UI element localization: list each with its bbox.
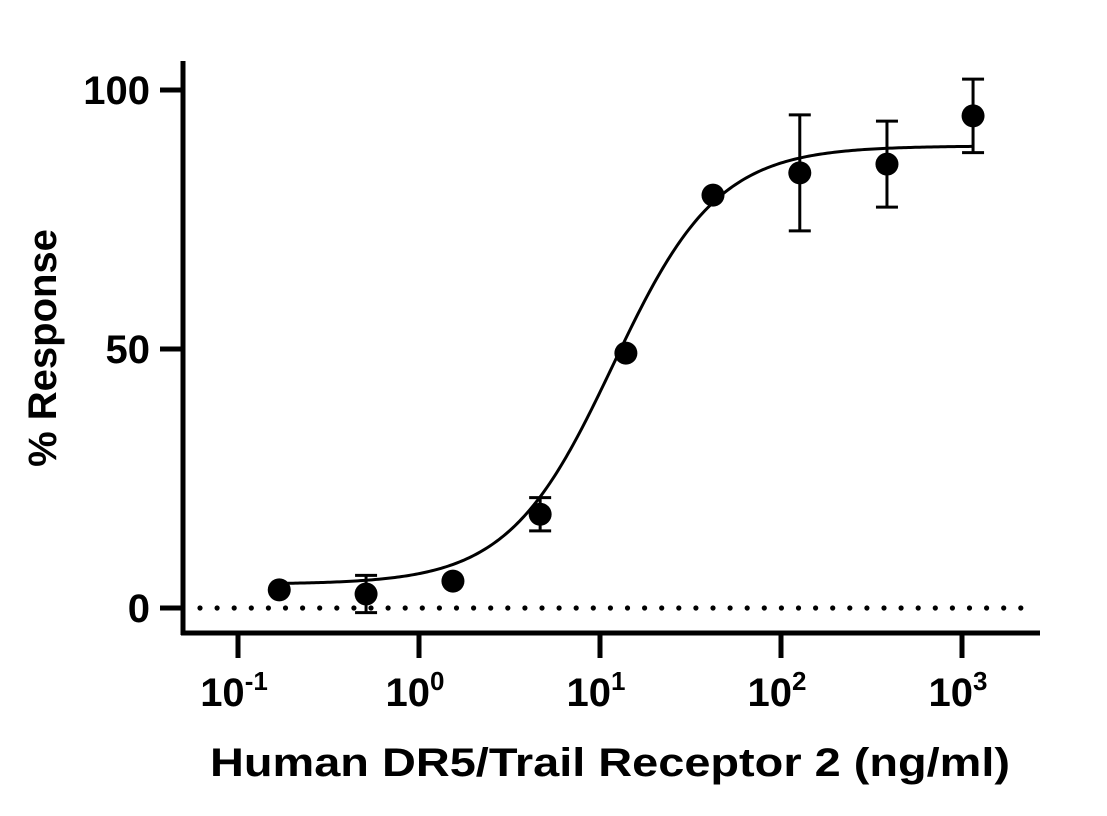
baseline-dot [385, 605, 391, 611]
data-point-marker [441, 569, 465, 593]
baseline-dot [590, 605, 596, 611]
baseline-dot [984, 605, 990, 611]
baseline-dot [368, 605, 374, 611]
baseline-dot [847, 605, 853, 611]
baseline-dot [830, 605, 836, 611]
baseline-dot [556, 605, 562, 611]
data-point-marker [875, 152, 899, 176]
baseline-dot [1001, 605, 1007, 611]
baseline-dot [642, 605, 648, 611]
baseline-dot [659, 605, 665, 611]
baseline-dot [471, 605, 477, 611]
baseline-dot [932, 605, 938, 611]
zero-baseline-dotted [197, 605, 1024, 611]
x-axis-ticks: 10-1 100 101 102 103 [200, 633, 987, 715]
x-axis-title: Human DR5/Trail Receptor 2 (ng/ml) [210, 741, 1010, 785]
baseline-dot [436, 605, 442, 611]
baseline-dot [539, 605, 545, 611]
baseline-dot [573, 605, 579, 611]
x-tick-label: 102 [748, 666, 807, 715]
data-point-marker [267, 578, 291, 602]
data-point-marker [961, 104, 985, 128]
baseline-dot [1018, 605, 1024, 611]
y-tick-label: 0 [128, 587, 150, 631]
data-point-marker [354, 582, 378, 606]
data-points [267, 104, 985, 606]
fit-curve [279, 144, 974, 585]
baseline-dot [966, 605, 973, 611]
baseline-dot [881, 605, 887, 611]
baseline-dot [453, 605, 460, 611]
baseline-dot [522, 605, 528, 611]
baseline-dot [864, 605, 870, 611]
x-tick-label: 100 [386, 666, 445, 715]
x-tick-label: 10-1 [200, 666, 268, 715]
data-point-marker [701, 183, 725, 207]
baseline-dot [282, 605, 289, 611]
baseline-dot [744, 605, 750, 611]
baseline-dot [505, 605, 511, 611]
x-tick-label: 101 [567, 666, 626, 715]
baseline-dot [761, 605, 767, 611]
baseline-dot [334, 605, 340, 611]
baseline-dot [300, 605, 306, 611]
baseline-dot [231, 605, 237, 611]
baseline-dot [813, 605, 819, 611]
y-axis-ticks: 0 50 100 [83, 69, 183, 631]
baseline-dot [727, 605, 733, 611]
y-tick-label: 100 [83, 69, 150, 113]
baseline-dot [351, 605, 357, 611]
baseline-dot [214, 605, 220, 611]
baseline-dot [898, 605, 904, 611]
y-tick-label: 50 [106, 328, 151, 372]
baseline-dot [419, 605, 425, 611]
baseline-dot [693, 605, 699, 611]
baseline-dot [402, 605, 408, 611]
baseline-dot [915, 605, 921, 611]
baseline-dot [317, 605, 323, 611]
data-point-marker [614, 341, 638, 365]
baseline-dot [488, 605, 494, 611]
baseline-dot [624, 605, 631, 611]
baseline-dot [949, 605, 956, 611]
data-point-marker [788, 161, 812, 185]
x-tick-label: 103 [929, 666, 988, 715]
baseline-dot [248, 605, 254, 611]
baseline-dot [607, 605, 614, 611]
baseline-dot [778, 605, 785, 611]
baseline-dot [710, 605, 716, 611]
baseline-dot [197, 605, 203, 611]
fit-curve-path [279, 144, 974, 585]
y-axis-title: % Response [21, 229, 65, 467]
baseline-dot [795, 605, 802, 611]
baseline-dot [676, 605, 682, 611]
baseline-dot [265, 605, 271, 611]
data-point-marker [528, 502, 552, 526]
